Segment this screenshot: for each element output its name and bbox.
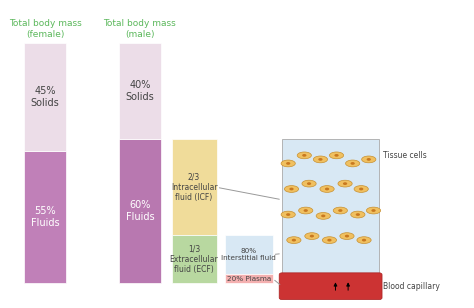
Bar <box>118 43 161 139</box>
Circle shape <box>343 182 347 185</box>
Ellipse shape <box>322 237 337 244</box>
Circle shape <box>319 158 322 161</box>
Bar <box>225 274 273 283</box>
Circle shape <box>325 188 329 190</box>
Text: 40%
Solids: 40% Solids <box>126 80 154 102</box>
Ellipse shape <box>302 180 316 187</box>
Ellipse shape <box>351 211 365 218</box>
Circle shape <box>359 188 363 190</box>
Ellipse shape <box>338 180 352 187</box>
Circle shape <box>310 235 314 237</box>
Ellipse shape <box>297 152 311 159</box>
Circle shape <box>345 235 349 237</box>
Ellipse shape <box>329 152 344 159</box>
Circle shape <box>367 158 371 161</box>
Circle shape <box>307 182 311 185</box>
Ellipse shape <box>357 237 371 244</box>
Text: 1/3
Extracellular
fluid (ECF): 1/3 Extracellular fluid (ECF) <box>170 245 219 274</box>
Ellipse shape <box>333 207 347 214</box>
Bar <box>172 139 217 235</box>
Text: Total body mass
(female): Total body mass (female) <box>9 19 82 38</box>
Ellipse shape <box>316 213 330 219</box>
Circle shape <box>289 188 294 190</box>
Text: 80%
Interstitial fluid: 80% Interstitial fluid <box>221 248 276 261</box>
Text: 55%
Fluids: 55% Fluids <box>31 206 59 228</box>
Text: Tissue cells: Tissue cells <box>383 151 427 160</box>
Circle shape <box>302 154 306 157</box>
Bar <box>24 151 66 283</box>
Text: 60%
Fluids: 60% Fluids <box>126 201 154 222</box>
Circle shape <box>351 162 355 165</box>
Circle shape <box>356 213 360 216</box>
Circle shape <box>303 209 308 212</box>
Bar <box>118 139 161 283</box>
Circle shape <box>321 214 325 217</box>
Text: Total body mass
(male): Total body mass (male) <box>103 19 176 38</box>
Text: 20% Plasma: 20% Plasma <box>227 276 271 282</box>
Circle shape <box>327 239 332 241</box>
Ellipse shape <box>354 186 368 192</box>
Ellipse shape <box>299 207 313 214</box>
Circle shape <box>338 209 343 212</box>
Ellipse shape <box>281 160 295 167</box>
Bar <box>225 235 273 274</box>
FancyBboxPatch shape <box>279 273 382 300</box>
Circle shape <box>362 239 366 241</box>
Ellipse shape <box>281 211 295 218</box>
Ellipse shape <box>346 160 360 167</box>
Ellipse shape <box>313 156 328 163</box>
Text: 45%
Solids: 45% Solids <box>31 86 59 108</box>
Ellipse shape <box>320 186 334 192</box>
Circle shape <box>286 213 290 216</box>
Text: Blood capillary: Blood capillary <box>383 282 440 291</box>
Text: 2/3
Intracellular
fluid (ICF): 2/3 Intracellular fluid (ICF) <box>171 172 218 202</box>
Ellipse shape <box>340 233 354 240</box>
Bar <box>282 139 379 274</box>
Ellipse shape <box>366 207 381 214</box>
Bar <box>172 235 217 283</box>
Circle shape <box>372 209 375 212</box>
Ellipse shape <box>287 237 301 244</box>
Ellipse shape <box>362 156 376 163</box>
Ellipse shape <box>305 233 319 240</box>
Circle shape <box>286 162 290 165</box>
Ellipse shape <box>284 186 299 192</box>
Circle shape <box>335 154 338 157</box>
Circle shape <box>292 239 296 241</box>
Bar <box>24 43 66 151</box>
